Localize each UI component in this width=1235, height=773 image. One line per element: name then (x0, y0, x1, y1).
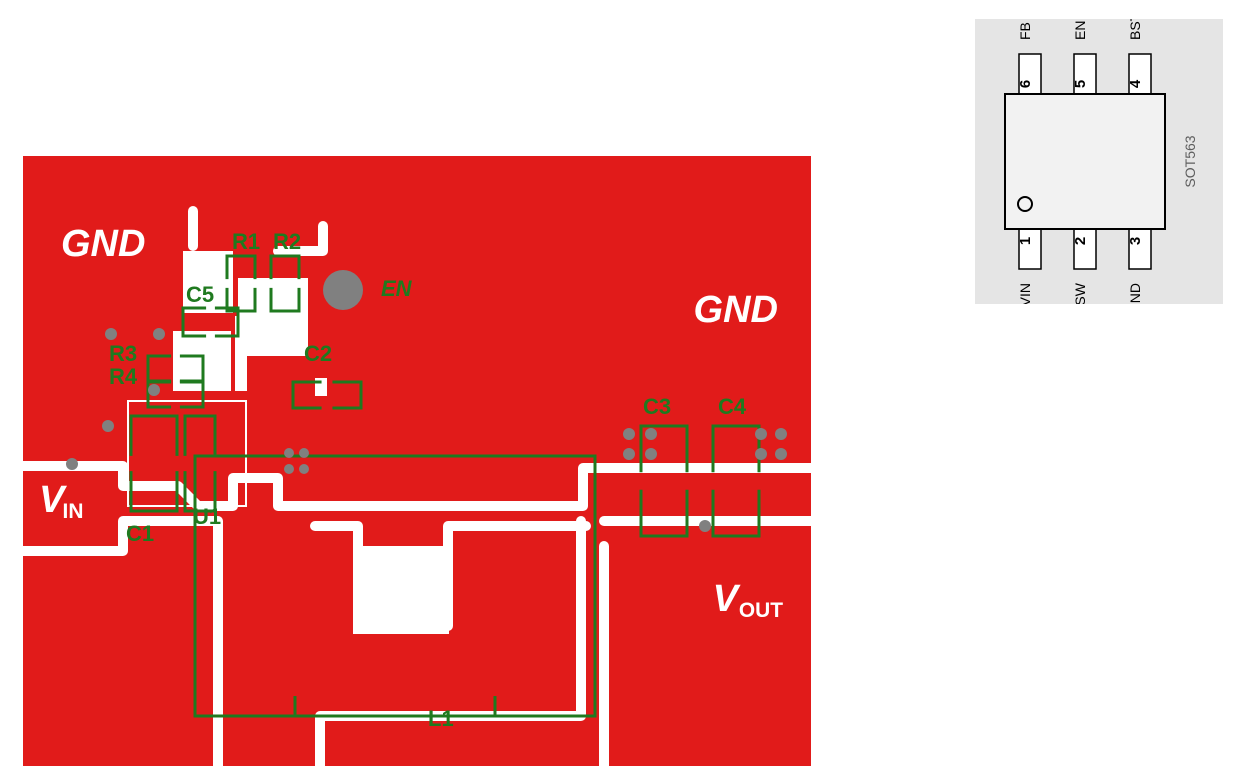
pin-num-3: 3 (1127, 237, 1144, 245)
svg-text:GND: GND (61, 223, 145, 265)
refdes-L1: L1 (428, 706, 454, 731)
refdes-C3: C3 (643, 394, 671, 419)
pin-name-EN: EN (1072, 21, 1088, 40)
net-label-gnd-left: GND (61, 223, 145, 265)
refdes-U1: U1 (193, 504, 221, 529)
refdes-C1: C1 (126, 521, 154, 546)
ic-pinout: 6 FB 5 EN 4 BST 1 VIN 2 SW 3 GND SOT563 (975, 19, 1223, 304)
pin-name-GND: GND (1127, 283, 1143, 304)
svg-text:V: V (713, 578, 741, 620)
pcb-svg: GNDGNDVINVOUTENR1R2C5R3R4C2C3C4C1L1U1 (23, 156, 811, 766)
pin-name-SW: SW (1072, 282, 1088, 304)
svg-text:OUT: OUT (739, 599, 783, 622)
pin-name-BST: BST (1127, 19, 1143, 40)
net-label-gnd-right: GND (694, 289, 778, 331)
refdes-R1: R1 (232, 229, 260, 254)
pin-num-4: 4 (1127, 79, 1144, 88)
pin-num-1: 1 (1017, 237, 1034, 245)
pin-name-VIN: VIN (1017, 283, 1033, 304)
package-name: SOT563 (1182, 135, 1198, 187)
svg-text:EN: EN (381, 276, 413, 301)
pinout-svg: 6 FB 5 EN 4 BST 1 VIN 2 SW 3 GND SOT563 (975, 19, 1223, 304)
refdes-C4: C4 (718, 394, 747, 419)
refdes-R3: R3 (109, 341, 137, 366)
svg-text:IN: IN (63, 500, 84, 523)
pin-name-FB: FB (1017, 22, 1033, 40)
pin-num-2: 2 (1072, 237, 1089, 245)
refdes-R4: R4 (109, 364, 138, 389)
refdes-R2: R2 (273, 229, 301, 254)
refdes-C5: C5 (186, 282, 214, 307)
svg-text:GND: GND (694, 289, 778, 331)
pcb-layout: GNDGNDVINVOUTENR1R2C5R3R4C2C3C4C1L1U1 (23, 156, 811, 766)
pin-num-6: 6 (1017, 80, 1034, 88)
pin-num-5: 5 (1072, 80, 1089, 88)
net-label-en: EN (381, 276, 413, 301)
refdes-C2: C2 (304, 341, 332, 366)
